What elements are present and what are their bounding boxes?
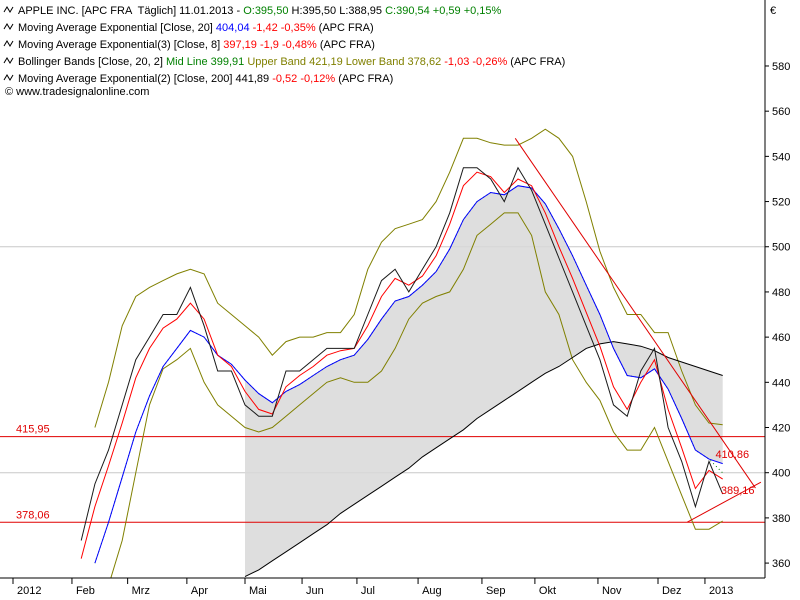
- legend-icon: [3, 23, 14, 30]
- x-tick-label: Okt: [539, 585, 556, 597]
- legend-text: Bollinger Bands [Close, 20, 2] Mid Line …: [18, 56, 565, 68]
- x-tick-label: 2012: [17, 585, 41, 597]
- y-tick-label: 560: [772, 106, 790, 118]
- x-tick-label: Nov: [602, 585, 622, 597]
- legend-icon: [3, 40, 14, 47]
- legend-part: H:395,50 L:388,95: [288, 5, 385, 17]
- legend-part: (APC FRA): [335, 73, 393, 85]
- x-tick-label: Aug: [422, 585, 442, 597]
- legend-part: (APC FRA): [317, 39, 375, 51]
- legend-text: Moving Average Exponential [Close, 20] 4…: [18, 22, 374, 34]
- y-tick-label: 500: [772, 242, 790, 254]
- y-tick-label: 380: [772, 513, 790, 525]
- y-tick-label: 580: [772, 61, 790, 73]
- band-fill: [245, 185, 723, 577]
- legend-icon: [3, 6, 14, 13]
- legend-text: APPLE INC. [APC FRA Täglich] 11.01.2013 …: [18, 5, 502, 17]
- legend-icon: [3, 74, 14, 81]
- series-line: [80, 166, 724, 541]
- legend-part: 397,19: [223, 39, 257, 51]
- legend: APPLE INC. [APC FRA Täglich] 11.01.2013 …: [3, 5, 565, 98]
- y-tick-label: 400: [772, 468, 790, 480]
- x-tick-label: Mrz: [132, 585, 150, 597]
- series-line: [94, 128, 723, 428]
- legend-part: C:390,54 +0,59 +0,15%: [385, 5, 501, 17]
- source: © www.tradesignalonline.com: [5, 86, 149, 98]
- trendline: [514, 138, 756, 489]
- y-tick-label: 540: [772, 151, 790, 163]
- legend-part: APPLE INC. [APC FRA Täglich] 11.01.2013 …: [18, 5, 243, 17]
- legend-part: 404,04: [216, 22, 250, 34]
- y-tick-label: 360: [772, 558, 790, 570]
- legend-part: Mid Line 399,91: [166, 56, 244, 68]
- x-tick-label: Jul: [361, 585, 375, 597]
- legend-part: -1,03 -0,26%: [441, 56, 507, 68]
- legend-part: Bollinger Bands [Close, 20, 2]: [18, 56, 166, 68]
- legend-part: Moving Average Exponential(2) [Close, 20…: [18, 73, 272, 85]
- y-tick-label: 460: [772, 332, 790, 344]
- trendline: [686, 481, 762, 523]
- currency: €: [770, 5, 776, 17]
- level-label: 378,06: [16, 509, 50, 521]
- legend-part: -0,52 -0,12%: [272, 73, 335, 85]
- plot-area: 415,95 378,06: [0, 128, 765, 578]
- legend-part: -1,9 -0,48%: [257, 39, 317, 51]
- legend-icon: [3, 57, 14, 64]
- series-line: [94, 185, 723, 564]
- legend-part: (APC FRA): [507, 56, 565, 68]
- legend-part: Moving Average Exponential [Close, 20]: [18, 22, 216, 34]
- y-tick-label: 440: [772, 377, 790, 389]
- x-tick-label: Mai: [249, 585, 267, 597]
- x-tick-label: Dez: [662, 585, 682, 597]
- legend-part: Upper Band 421,19 Lower Band 378,62: [244, 56, 441, 68]
- series-line: [244, 341, 723, 578]
- x-tick-label: Sep: [486, 585, 506, 597]
- legend-text: Moving Average Exponential(2) [Close, 20…: [18, 73, 393, 85]
- y-tick-label: 420: [772, 423, 790, 435]
- x-tick-label: Apr: [191, 585, 208, 597]
- series-line: [80, 171, 723, 559]
- y-tick-label: 480: [772, 287, 790, 299]
- legend-part: O:395,50: [243, 5, 288, 17]
- legend-text: Moving Average Exponential(3) [Close, 8]…: [18, 39, 375, 51]
- legend-part: Moving Average Exponential(3) [Close, 8]: [18, 39, 223, 51]
- legend-part: -1,42 -0,35%: [250, 22, 316, 34]
- trendline-label: 410,86: [715, 449, 749, 461]
- x-tick-label: Jun: [306, 585, 324, 597]
- trendline-label: 389,16: [721, 485, 755, 497]
- legend-part: (APC FRA): [316, 22, 374, 34]
- x-tick-label: 2013: [709, 585, 733, 597]
- level-label: 415,95: [16, 424, 50, 436]
- x-tick-label: Feb: [76, 585, 95, 597]
- y-tick-label: 520: [772, 197, 790, 209]
- series-line: [110, 212, 723, 578]
